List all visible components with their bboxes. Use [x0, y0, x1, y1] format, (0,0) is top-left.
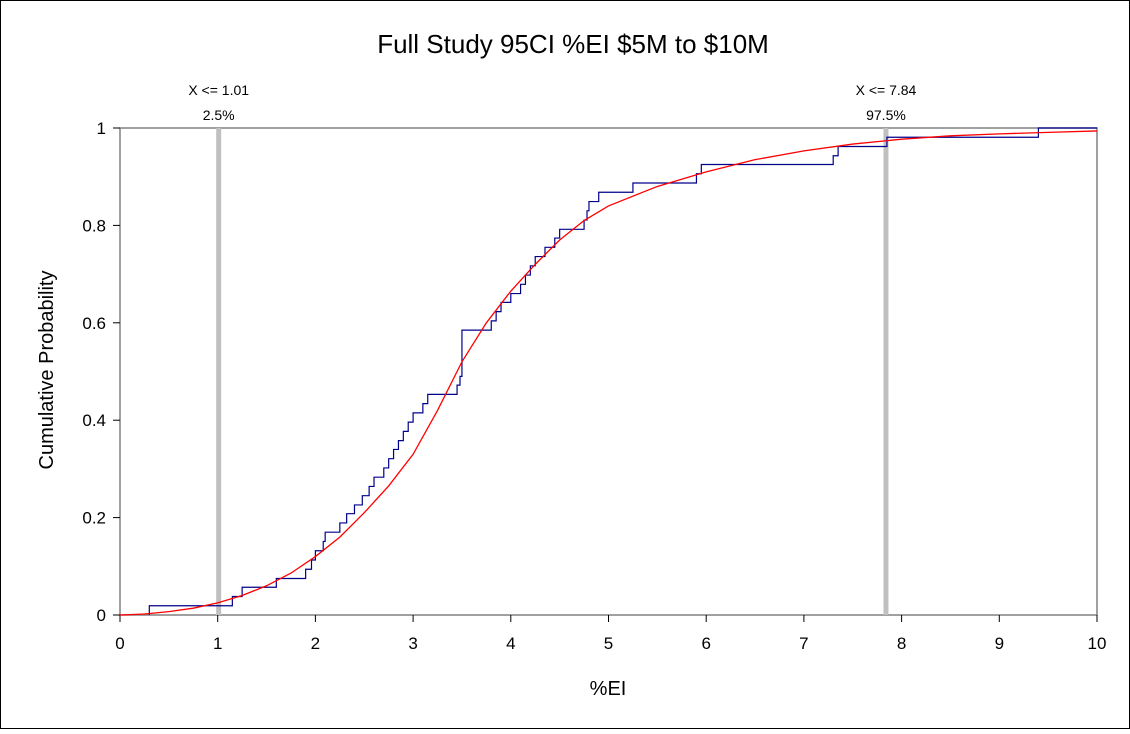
y-axis-label: Cumulative Probability — [36, 271, 58, 470]
x-tick-label: 6 — [701, 634, 710, 653]
x-tick-label: 3 — [408, 634, 417, 653]
x-tick-label: 5 — [604, 634, 613, 653]
percentile-marker-percent: 2.5% — [203, 107, 235, 123]
x-tick-label: 9 — [995, 634, 1004, 653]
percentile-marker-threshold: X <= 1.01 — [188, 82, 249, 98]
x-axis-label: %EI — [590, 678, 627, 700]
y-tick-label: 0 — [97, 606, 106, 625]
percentile-markers — [216, 128, 889, 615]
x-tick-label: 2 — [311, 634, 320, 653]
series-layer — [119, 127, 1098, 616]
x-tick-label: 0 — [115, 634, 124, 653]
chart-title: Full Study 95CI %EI $5M to $10M — [377, 29, 769, 59]
y-tick-label: 0.4 — [82, 411, 106, 430]
y-tick-label: 0.2 — [82, 509, 106, 528]
y-tick-label: 0.6 — [82, 314, 106, 333]
x-tick-label: 10 — [1088, 634, 1107, 653]
y-tick-label: 1 — [97, 119, 106, 138]
x-ticks: 0 1 2 3 4 5 6 7 8 9 10 — [115, 615, 1106, 653]
x-tick-label: 4 — [506, 634, 515, 653]
x-tick-label: 1 — [213, 634, 222, 653]
percentile-marker-threshold: X <= 7.84 — [856, 82, 917, 98]
percentile-marker-labels: X <= 1.01 2.5% X <= 7.84 97.5% — [188, 82, 916, 123]
x-tick-label: 7 — [799, 634, 808, 653]
x-tick-label: 8 — [897, 634, 906, 653]
y-ticks: 0 0.2 0.4 0.6 0.8 1 — [82, 119, 120, 625]
fitted-cdf-curve — [119, 130, 1098, 616]
y-tick-label: 0.8 — [82, 216, 106, 235]
empirical-step-line — [148, 127, 1097, 615]
percentile-marker-percent: 97.5% — [866, 107, 906, 123]
